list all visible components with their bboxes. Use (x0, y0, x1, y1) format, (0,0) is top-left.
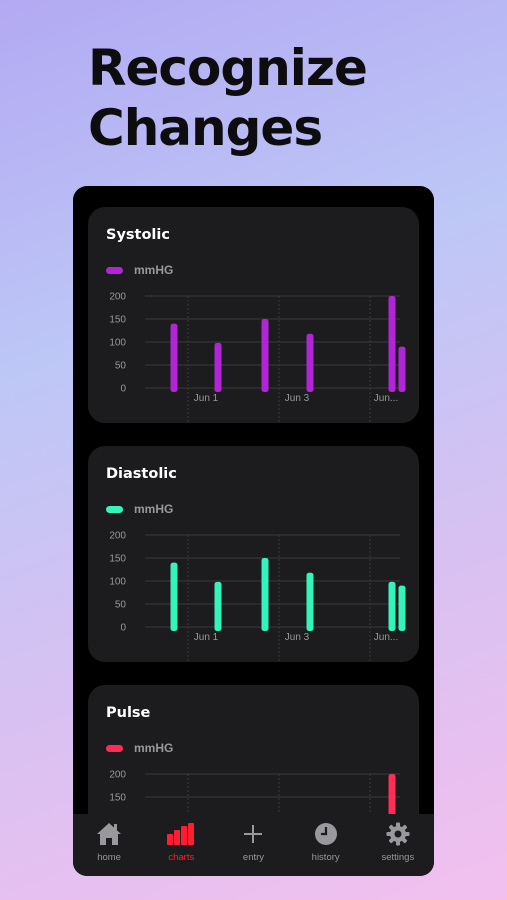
x-tick-label: Jun... (374, 632, 398, 643)
y-tick-label: 200 (109, 531, 126, 542)
diastolic-chart: 200 150 100 50 0 Jun 1 Jun 3 Jun... (109, 531, 406, 662)
bar (261, 558, 269, 631)
tab-history[interactable]: history (296, 814, 356, 863)
x-tick-label: Jun 1 (194, 393, 219, 404)
legend-swatch (106, 267, 123, 274)
tab-label: home (97, 852, 121, 863)
legend-label: mmHG (134, 741, 174, 755)
y-tick-label: 50 (115, 600, 127, 611)
tab-bar: home charts entry (73, 814, 434, 876)
legend-swatch (106, 745, 123, 752)
legend-label: mmHG (134, 263, 174, 277)
bar (388, 296, 396, 392)
bar (398, 346, 406, 392)
card-title: Systolic (106, 227, 170, 243)
card-title: Pulse (106, 705, 151, 721)
clock-icon (314, 822, 338, 846)
card-title: Diastolic (106, 466, 177, 482)
tab-charts[interactable]: charts (151, 814, 211, 863)
phone-screen: Systolic mmHG 200 150 100 50 0 Jun 1 Jun 3 Jun.… (73, 186, 434, 876)
tab-settings[interactable]: settings (368, 814, 428, 863)
systolic-chart: 200 150 100 50 0 Jun 1 Jun 3 Jun... (109, 292, 406, 423)
bar (306, 572, 314, 631)
bar (214, 342, 222, 392)
y-tick-label: 150 (109, 793, 126, 804)
bar (170, 323, 178, 392)
y-tick-label: 0 (120, 623, 126, 634)
tab-entry[interactable]: entry (223, 814, 283, 863)
bar (306, 333, 314, 392)
legend-swatch (106, 506, 123, 513)
bar (214, 581, 222, 631)
bar (398, 585, 406, 631)
y-tick-label: 100 (109, 338, 126, 349)
y-tick-label: 0 (120, 384, 126, 395)
tab-label: entry (242, 852, 265, 863)
y-tick-label: 50 (115, 361, 127, 372)
y-tick-label: 200 (109, 292, 126, 303)
y-tick-label: 100 (109, 577, 126, 588)
x-tick-label: Jun 3 (285, 632, 310, 643)
x-tick-label: Jun... (374, 393, 398, 404)
headline: Recognize Changes (88, 39, 368, 157)
y-tick-label: 200 (109, 770, 126, 781)
x-tick-label: Jun 3 (285, 393, 310, 404)
tab-label: charts (168, 852, 195, 863)
home-icon (96, 822, 122, 846)
legend-label: mmHG (134, 502, 174, 516)
diastolic-chart-card[interactable]: Diastolic mmHG 200 150 100 50 0 Jun 1 Jun 3 Jun… (88, 446, 419, 662)
bar (261, 319, 269, 392)
x-tick-label: Jun 1 (194, 632, 219, 643)
bar-chart-icon (166, 822, 196, 846)
systolic-chart-card[interactable]: Systolic mmHG 200 150 100 50 0 Jun 1 Jun 3 Jun.… (88, 207, 419, 423)
bar (170, 562, 178, 631)
plus-icon (242, 822, 264, 846)
tab-home[interactable]: home (79, 814, 139, 863)
y-tick-label: 150 (109, 554, 126, 565)
bar (388, 581, 396, 631)
gear-icon (386, 822, 410, 846)
tab-label: history (311, 852, 340, 863)
y-tick-label: 150 (109, 315, 126, 326)
tab-label: settings (381, 852, 415, 863)
